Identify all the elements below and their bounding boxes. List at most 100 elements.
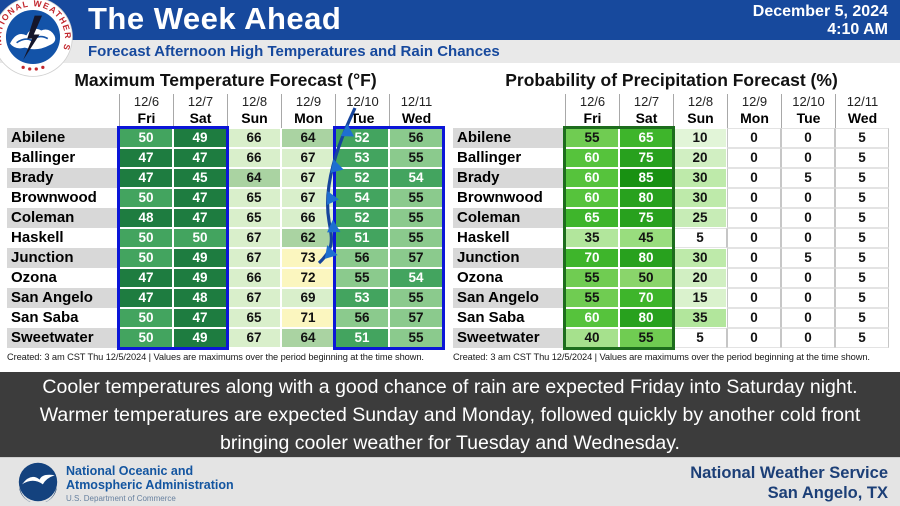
temp-cell: 54 (389, 268, 443, 288)
pop-cell: 30 (673, 168, 727, 188)
pop-cell: 5 (835, 248, 889, 268)
temp-cell: 47 (173, 148, 227, 168)
city-label: San Angelo (7, 288, 119, 308)
col-header-day: Wed (847, 110, 878, 126)
col-header-day: Mon (740, 110, 769, 126)
col-header-day: Fri (583, 110, 602, 126)
table-row: Abilene 55 65 10 0 0 5 (453, 128, 890, 148)
temp-forecast-panel: Maximum Temperature Forecast (°F) 12/6 Fr… (7, 70, 445, 362)
temp-cell: 50 (119, 188, 173, 208)
pop-cell: 5 (835, 168, 889, 188)
temp-cell: 52 (335, 208, 389, 228)
pop-cell: 0 (727, 168, 781, 188)
temp-col-header: 12/10 Tue (335, 94, 389, 128)
pop-cell: 5 (835, 188, 889, 208)
pop-cell: 5 (673, 228, 727, 248)
table-row: San Saba 50 47 65 71 56 57 (7, 308, 444, 328)
table-row: Coleman 65 75 25 0 0 5 (453, 208, 890, 228)
pop-cell: 15 (673, 288, 727, 308)
col-header-date: 12/6 (579, 94, 606, 109)
temp-col-header: 12/6 Fri (119, 94, 173, 128)
col-header-day: Tue (350, 110, 375, 126)
temp-cell: 52 (335, 128, 389, 148)
pop-col-header: 12/10 Tue (781, 94, 835, 128)
pop-cell: 80 (619, 248, 673, 268)
col-header-day: Sat (635, 110, 658, 126)
col-header-date: 12/11 (400, 94, 433, 109)
city-label: Junction (453, 248, 565, 268)
temp-col-header: 12/9 Mon (281, 94, 335, 128)
temp-cell: 66 (227, 268, 281, 288)
header-bar (0, 0, 900, 40)
city-label: Brady (7, 168, 119, 188)
temp-cell: 54 (389, 168, 443, 188)
pop-cell: 5 (835, 228, 889, 248)
temp-cell: 65 (227, 308, 281, 328)
pop-col-header: 12/7 Sat (619, 94, 673, 128)
temp-cell: 64 (227, 168, 281, 188)
temp-cell: 49 (173, 248, 227, 268)
pop-cell: 0 (727, 148, 781, 168)
pop-cell: 5 (781, 168, 835, 188)
city-label: Ballinger (7, 148, 119, 168)
noaa-dept: U.S. Department of Commerce (66, 494, 176, 503)
pop-cell: 55 (565, 128, 619, 148)
temp-cell: 51 (335, 328, 389, 348)
pop-cell: 0 (781, 228, 835, 248)
temp-cell: 67 (227, 288, 281, 308)
temp-cell: 55 (389, 328, 443, 348)
col-header-date: 12/10 (792, 94, 825, 109)
city-label: San Saba (453, 308, 565, 328)
pop-cell: 0 (781, 268, 835, 288)
temp-cell: 62 (281, 228, 335, 248)
temp-cell: 57 (389, 248, 443, 268)
table-row: San Saba 60 80 35 0 0 5 (453, 308, 890, 328)
city-label: Abilene (453, 128, 565, 148)
page-title: The Week Ahead (88, 1, 342, 36)
temp-cell: 69 (281, 288, 335, 308)
pop-cell: 55 (565, 288, 619, 308)
temp-cell: 50 (119, 128, 173, 148)
pop-forecast-panel: Probability of Precipitation Forecast (%… (453, 70, 890, 362)
pop-cell: 20 (673, 148, 727, 168)
pop-cell: 70 (565, 248, 619, 268)
temp-cell: 55 (389, 148, 443, 168)
temp-cell: 65 (227, 188, 281, 208)
col-header-day: Mon (294, 110, 323, 126)
city-label: Sweetwater (453, 328, 565, 348)
table-row: Haskell 35 45 5 0 0 5 (453, 228, 890, 248)
pop-table-header: 12/6 Fri 12/7 Sat 12/8 Sun 12/9 Mon 12/10 Tue 12/1… (453, 94, 890, 128)
city-label: Haskell (453, 228, 565, 248)
temp-cell: 50 (119, 328, 173, 348)
pop-cell: 5 (835, 308, 889, 328)
pop-cell: 0 (727, 268, 781, 288)
summary-text: Cooler temperatures along with a good ch… (39, 375, 861, 454)
pop-cell: 0 (727, 248, 781, 268)
table-row: Brady 47 45 64 67 52 54 (7, 168, 444, 188)
pop-cell: 65 (619, 128, 673, 148)
temp-cell: 67 (227, 248, 281, 268)
pop-cell: 65 (565, 208, 619, 228)
temp-cell: 71 (281, 308, 335, 328)
city-label: Abilene (7, 128, 119, 148)
pop-cell: 75 (619, 148, 673, 168)
summary-box: Cooler temperatures along with a good ch… (0, 372, 900, 457)
header-date: December 5, 2024 (752, 3, 888, 20)
temp-cell: 50 (119, 228, 173, 248)
temp-cell: 66 (227, 128, 281, 148)
temp-cell: 50 (119, 248, 173, 268)
col-header-day: Fri (137, 110, 156, 126)
header-datetime: December 5, 2024 4:10 AM (753, 3, 888, 39)
temp-cell: 53 (335, 148, 389, 168)
pop-cell: 0 (781, 188, 835, 208)
pop-cell: 0 (727, 308, 781, 328)
temp-cell: 49 (173, 128, 227, 148)
temp-cell: 54 (335, 188, 389, 208)
temp-cell: 67 (281, 188, 335, 208)
col-header-date: 12/9 (295, 94, 322, 109)
temp-cell: 72 (281, 268, 335, 288)
pop-table-title: Probability of Precipitation Forecast (%… (505, 70, 838, 90)
table-row: Junction 50 49 67 73 56 57 (7, 248, 444, 268)
city-label: Coleman (453, 208, 565, 228)
